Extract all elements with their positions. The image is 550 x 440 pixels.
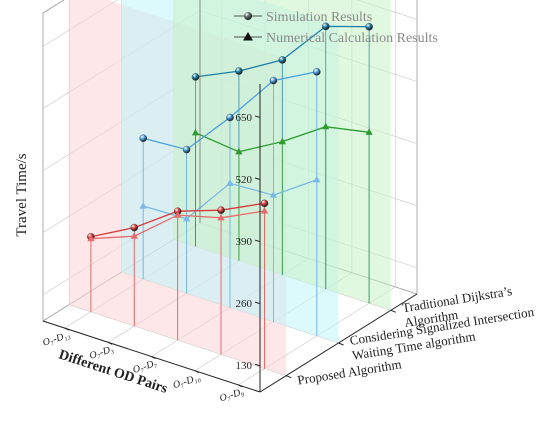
data-point-triangle	[183, 214, 191, 222]
x-tick-label: O₇-D₁₃	[41, 329, 72, 348]
data-point-triangle	[217, 213, 225, 221]
data-point-sphere	[313, 68, 321, 76]
y-tick	[254, 239, 261, 243]
data-point-sphere	[269, 76, 278, 85]
data-point-triangle	[226, 179, 234, 186]
x-axis-title: Different OD Pairs	[57, 348, 170, 397]
legend-label: Numerical Calculation Results	[266, 31, 438, 46]
data-point-sphere	[191, 73, 200, 81]
data-point-sphere	[235, 67, 243, 75]
y-tick-label: 130	[236, 360, 253, 372]
data-point-triangle	[174, 211, 182, 218]
y-tick-label: 520	[236, 174, 253, 186]
legend: Simulation Results Numerical Calculation …	[234, 10, 438, 46]
x-tick-label: O₇-D₁₀	[172, 372, 203, 391]
series-numerical-alg1	[139, 175, 321, 336]
data-point-sphere	[260, 199, 269, 208]
depth-tick	[338, 342, 344, 346]
y-tick	[254, 363, 261, 367]
data-point-sphere	[182, 145, 191, 154]
depth-tick	[390, 309, 397, 313]
data-point-triangle	[87, 234, 95, 242]
y-tick-label: 390	[236, 236, 253, 248]
data-point-triangle	[191, 128, 200, 136]
x-tick	[107, 341, 113, 345]
x-tick	[194, 370, 200, 374]
data-point-triangle	[313, 175, 321, 183]
y-tick	[254, 177, 261, 180]
y-tick-label: 260	[236, 298, 253, 310]
data-point-sphere	[365, 22, 373, 31]
x-tick	[238, 384, 243, 388]
data-point-sphere	[217, 206, 225, 214]
data-point-triangle	[365, 128, 373, 135]
data-point-triangle	[139, 202, 147, 209]
data-point-sphere	[226, 113, 234, 122]
data-point-sphere	[278, 56, 287, 64]
series-numerical-alg2	[191, 122, 373, 304]
chart-axes	[42, 0, 418, 393]
y-axis-title: Travel Time/s	[14, 153, 30, 236]
data-point-sphere	[321, 22, 330, 31]
data-point-triangle	[130, 232, 138, 239]
depth-tick-label: Proposed Algorithm	[296, 356, 402, 387]
legend-marker-triangle	[243, 32, 253, 41]
y-tick	[254, 115, 261, 118]
y-tick	[254, 301, 261, 305]
data-point-triangle	[269, 191, 277, 198]
data-point-triangle	[278, 137, 286, 145]
legend-label: Simulation Results	[266, 10, 372, 25]
data-series	[87, 22, 373, 369]
data-point-sphere	[130, 223, 139, 232]
data-point-triangle	[260, 207, 269, 214]
x-tick-label: O₇-D₉	[218, 386, 245, 404]
legend-marker-sphere	[244, 12, 252, 20]
y-tick-label: 650	[236, 112, 253, 124]
x-tick	[64, 327, 69, 331]
x-tick	[151, 356, 156, 359]
series-numerical-alg0	[87, 207, 269, 369]
data-point-triangle	[235, 147, 243, 155]
data-point-triangle	[322, 122, 330, 130]
depth-tick	[285, 375, 292, 379]
data-point-sphere	[139, 134, 147, 142]
